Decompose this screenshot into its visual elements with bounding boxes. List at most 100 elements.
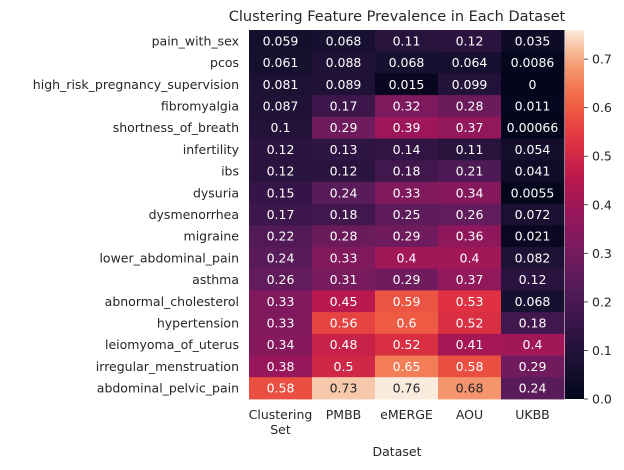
colorbar-ticks: 0.0 0.1 0.2 0.3 0.4 0.5 0.6 0.7 (584, 52, 612, 407)
cell-value-label: 0.45 (330, 294, 358, 309)
cell-value-label: 0.11 (456, 142, 484, 157)
cell-value-label: 0.011 (515, 98, 551, 113)
row-label: infertility (183, 142, 240, 157)
cell-value-label: 0.26 (456, 207, 484, 222)
column-label: AOU (456, 407, 483, 422)
row-label: leiomyoma_of_uterus (105, 337, 239, 352)
cell-value-label: 0.18 (393, 164, 421, 179)
heatmap-cell (312, 160, 376, 183)
heatmap-cell (438, 377, 502, 400)
heatmap-cell (375, 73, 439, 96)
cell-value-label: 0.14 (393, 142, 421, 157)
heatmap-cell (438, 312, 502, 335)
heatmap-cell (375, 138, 439, 161)
heatmap-cell (438, 138, 502, 161)
heatmap-cell (501, 138, 565, 161)
heatmap-cell (501, 181, 565, 205)
heatmap-cell (312, 312, 376, 335)
cell-value-label: 0.088 (326, 55, 362, 70)
cell-value-label: 0.1 (271, 120, 291, 135)
heatmap-cell (501, 268, 565, 291)
cell-value-label: 0.11 (393, 33, 421, 48)
cell-value-label: 0.41 (456, 337, 484, 352)
x-axis-label: Dataset (373, 444, 422, 459)
heatmap-cell (501, 355, 565, 378)
cell-value-label: 0.15 (267, 185, 295, 200)
cell-value-label: 0.054 (515, 142, 551, 157)
cell-value-label: 0.4 (397, 250, 417, 265)
column-label: eMERGE (380, 407, 433, 422)
heatmap-cell (375, 312, 439, 335)
heatmap-cell (249, 181, 313, 205)
heatmap-cell (438, 268, 502, 291)
cell-value-label: 0.25 (393, 207, 421, 222)
row-label: pain_with_sex (152, 33, 239, 48)
heatmap-cell (438, 333, 502, 356)
cell-value-label: 0.18 (519, 315, 547, 330)
cell-value-label: 0.39 (393, 120, 421, 135)
heatmap-cell (249, 355, 313, 378)
colorbar-tick-label: 0.2 (592, 294, 612, 309)
heatmap-cell (375, 333, 439, 356)
column-label: PMBB (326, 407, 361, 422)
heatmap-cell (249, 290, 313, 313)
cell-value-label: 0.28 (330, 229, 358, 244)
heatmap-cell (249, 268, 313, 291)
heatmap-cell (249, 160, 313, 183)
heatmap-cell (312, 116, 376, 139)
cell-value-label: 0.59 (393, 294, 421, 309)
heatmap-cell (312, 290, 376, 313)
cell-value-label: 0.015 (389, 77, 425, 92)
heatmap-cell (501, 160, 565, 183)
cell-value-label: 0.068 (326, 33, 362, 48)
heatmap-cell (312, 203, 376, 226)
heatmap-cell (249, 377, 313, 400)
heatmap-cell (375, 51, 439, 74)
cell-value-label: 0.12 (267, 142, 295, 157)
heatmap-cell (249, 138, 313, 161)
cell-value-label: 0.4 (523, 337, 543, 352)
heatmap-cell (312, 268, 376, 291)
cell-value-label: 0.33 (267, 315, 295, 330)
colorbar-tick-label: 0.6 (592, 100, 612, 115)
colorbar-tick-label: 0.3 (592, 246, 612, 261)
cell-value-label: 0.34 (267, 337, 295, 352)
heatmap-cell (249, 203, 313, 226)
heatmap-cells: 0.059 0.068 0.11 0.12 0.035 0.061 0.088 0.068 0.… (249, 30, 565, 400)
cell-value-label: 0.31 (330, 272, 358, 287)
cell-value-label: 0.099 (452, 77, 488, 92)
heatmap-cell (375, 95, 439, 118)
heatmap-cell (249, 333, 313, 356)
cell-value-label: 0.5 (334, 359, 354, 374)
heatmap-cell (438, 73, 502, 96)
cell-value-label: 0.18 (330, 207, 358, 222)
cell-value-label: 0.52 (456, 315, 484, 330)
row-label: asthma (192, 272, 239, 287)
cell-value-label: 0.26 (267, 272, 295, 287)
cell-value-label: 0.068 (389, 55, 425, 70)
heatmap-cell (501, 116, 565, 139)
cell-value-label: 0.56 (330, 315, 358, 330)
cell-value-label: 0.33 (393, 185, 421, 200)
row-label: fibromyalgia (161, 98, 239, 113)
heatmap-cell (375, 355, 439, 378)
heatmap-cell (501, 377, 565, 400)
cell-value-label: 0.29 (393, 272, 421, 287)
row-label: hypertension (157, 315, 239, 330)
heatmap-cell (249, 95, 313, 118)
cell-value-label: 0.24 (519, 381, 547, 396)
heatmap-cell (501, 73, 565, 96)
heatmap-cell (438, 95, 502, 118)
heatmap-cell (501, 95, 565, 118)
heatmap-cell (438, 160, 502, 183)
colorbar-tick-label: 0.5 (592, 149, 612, 164)
cell-value-label: 0.081 (263, 77, 299, 92)
cell-value-label: 0.17 (330, 98, 358, 113)
heatmap-cell (438, 290, 502, 313)
cell-value-label: 0.22 (267, 229, 295, 244)
column-label: Clustering Set (249, 407, 313, 437)
cell-value-label: 0.73 (330, 381, 358, 396)
cell-value-label: 0.28 (456, 98, 484, 113)
